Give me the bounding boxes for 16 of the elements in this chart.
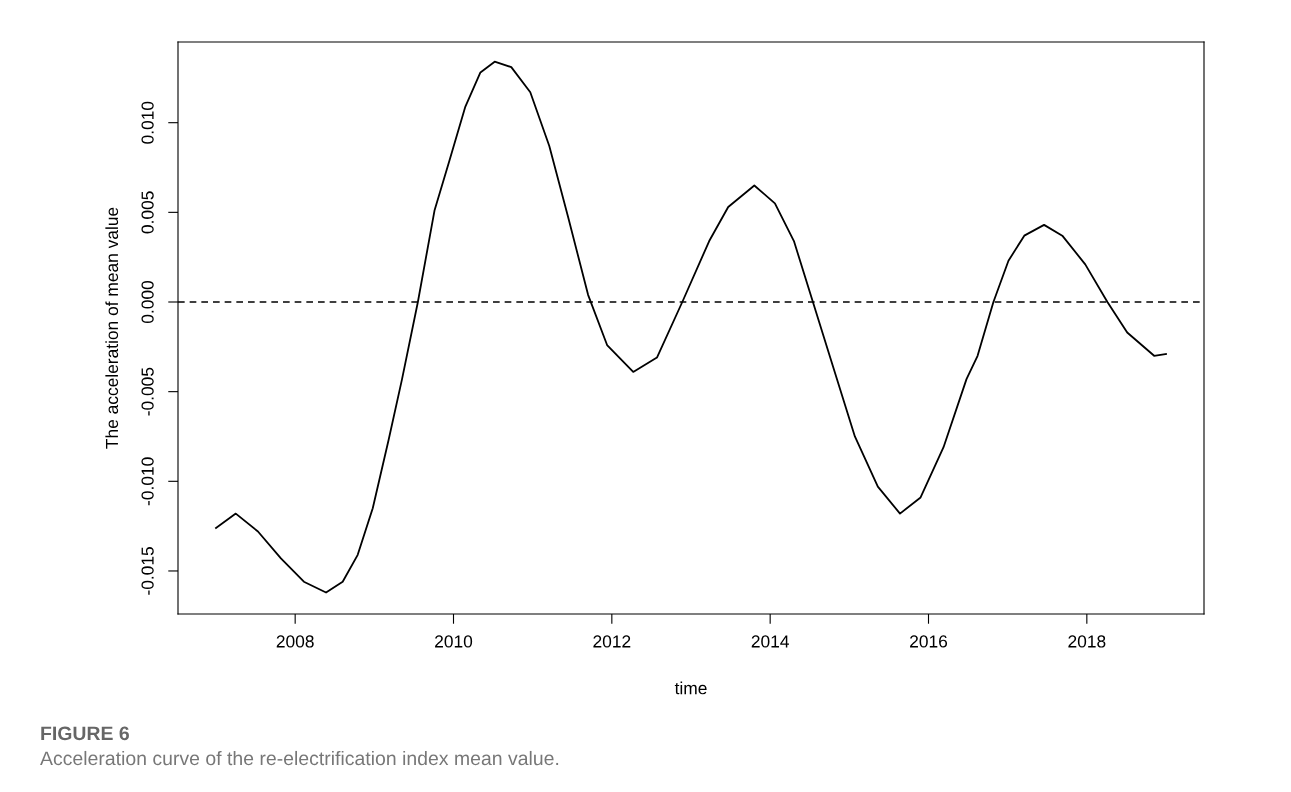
x-tick-label: 2016 bbox=[910, 635, 948, 648]
y-tick-label: -0.010 bbox=[141, 457, 154, 506]
x-tick-label: 2018 bbox=[1068, 635, 1106, 648]
y-tick-label: 0.005 bbox=[141, 191, 154, 234]
x-tick-label: 2008 bbox=[276, 635, 314, 648]
x-tick-label: 2012 bbox=[593, 635, 631, 648]
x-axis-title: time bbox=[674, 681, 707, 695]
caption: FIGURE 6 bbox=[41, 726, 129, 741]
y-tick-label: -0.015 bbox=[141, 547, 154, 595]
y-axis-title: The acceleration of mean value bbox=[105, 207, 119, 449]
x-tick-label: 2010 bbox=[435, 635, 473, 648]
y-tick-label: 0.010 bbox=[141, 101, 154, 144]
y-tick-label: -0.005 bbox=[141, 367, 154, 416]
y-tick-label: 0.000 bbox=[141, 280, 154, 324]
x-tick-label: 2014 bbox=[751, 635, 789, 648]
text: Acceleration curve of the re-electrification index mean value. bbox=[40, 750, 559, 766]
